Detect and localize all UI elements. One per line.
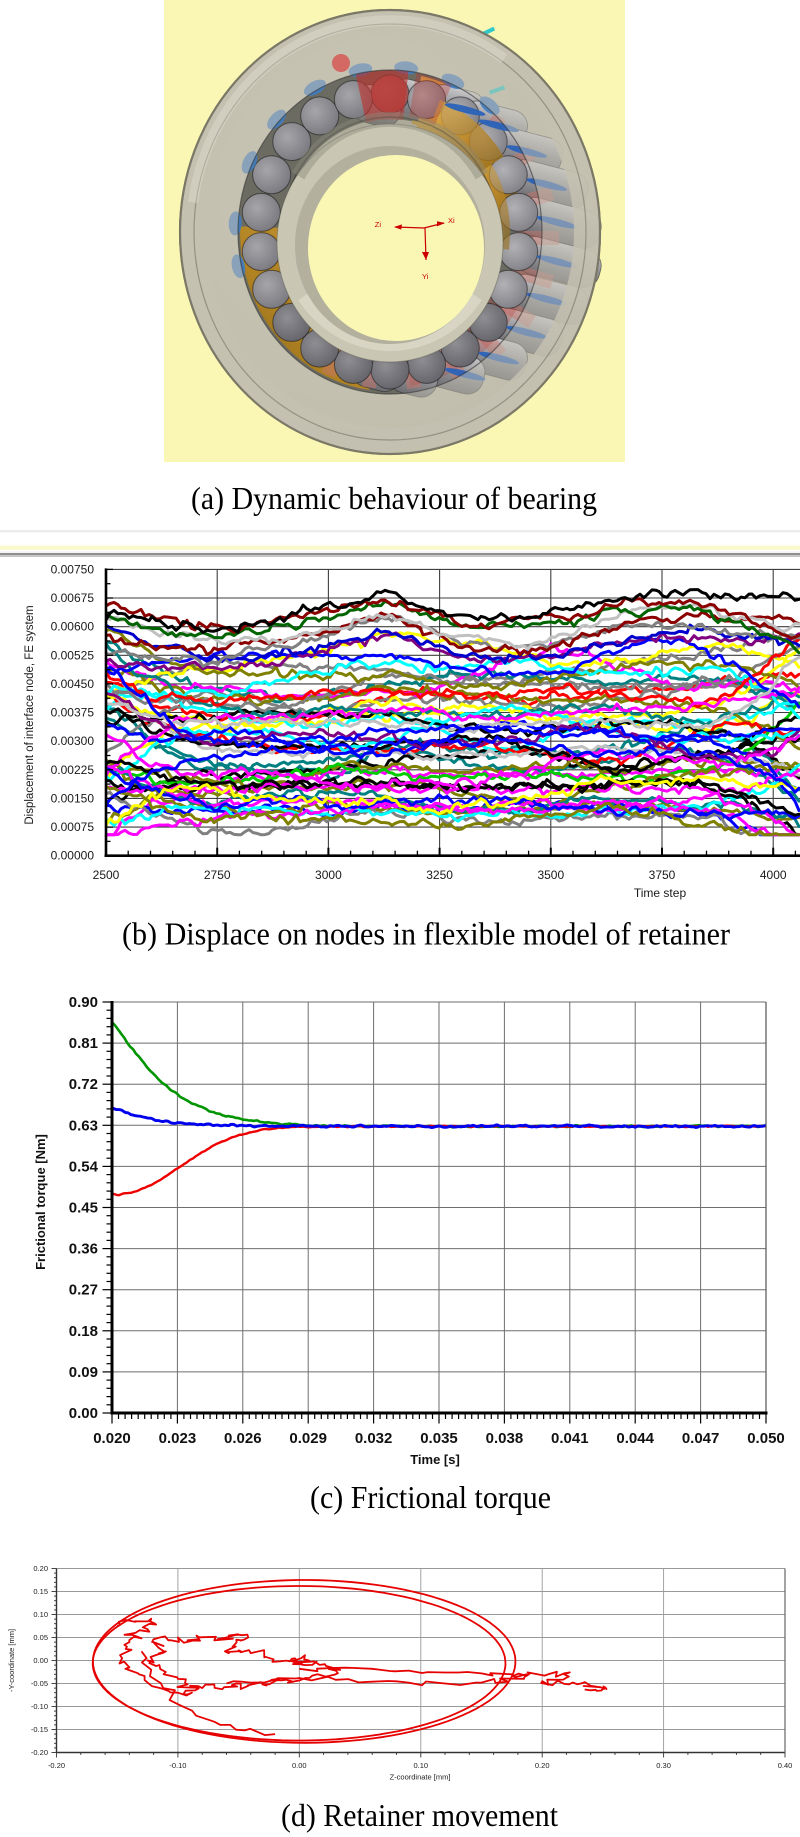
svg-text:0.81: 0.81: [69, 1035, 98, 1052]
svg-text:(a) Dynamic behaviour of beari: (a) Dynamic behaviour of bearing: [191, 480, 597, 516]
svg-text:(d) Retainer movement: (d) Retainer movement: [281, 1797, 558, 1833]
svg-text:-0.15: -0.15: [31, 1725, 48, 1734]
svg-text:Time step: Time step: [634, 886, 687, 900]
svg-text:0.15: 0.15: [33, 1587, 48, 1596]
svg-text:0.63: 0.63: [69, 1117, 98, 1134]
svg-text:0.00300: 0.00300: [51, 734, 95, 748]
svg-text:Z-coordinate [mm]: Z-coordinate [mm]: [390, 1773, 451, 1782]
svg-text:-0.10: -0.10: [169, 1761, 186, 1770]
svg-text:0.00: 0.00: [69, 1405, 98, 1422]
svg-text:0.54: 0.54: [69, 1158, 99, 1175]
svg-text:(c) Frictional torque: (c) Frictional torque: [310, 1479, 551, 1515]
svg-text:0.18: 0.18: [69, 1323, 98, 1340]
svg-text:0.047: 0.047: [682, 1430, 720, 1447]
svg-text:Zi: Zi: [375, 220, 382, 229]
svg-text:0.00075: 0.00075: [51, 820, 95, 834]
svg-text:0.00150: 0.00150: [51, 791, 95, 805]
svg-text:0.45: 0.45: [69, 1200, 98, 1217]
svg-text:0.035: 0.035: [420, 1430, 458, 1447]
svg-text:Frictional torque [Nm]: Frictional torque [Nm]: [33, 1134, 48, 1270]
svg-text:0.00450: 0.00450: [51, 677, 95, 691]
svg-text:-0.20: -0.20: [31, 1748, 48, 1757]
svg-text:0.00600: 0.00600: [51, 620, 95, 634]
svg-text:0.40: 0.40: [778, 1761, 793, 1770]
svg-text:-0.05: -0.05: [31, 1679, 48, 1688]
svg-text:0.09: 0.09: [69, 1364, 98, 1381]
svg-text:0.72: 0.72: [69, 1076, 98, 1093]
svg-text:0.27: 0.27: [69, 1282, 98, 1299]
svg-text:3750: 3750: [649, 868, 676, 882]
svg-text:0.00000: 0.00000: [51, 849, 95, 863]
svg-text:0.044: 0.044: [616, 1430, 654, 1447]
svg-text:-0.10: -0.10: [31, 1702, 48, 1711]
svg-text:(b) Displace on nodes in flexi: (b) Displace on nodes in flexible model …: [122, 916, 730, 952]
svg-text:0.05: 0.05: [33, 1633, 48, 1642]
svg-text:2500: 2500: [93, 868, 120, 882]
svg-text:3500: 3500: [537, 868, 564, 882]
svg-text:0.026: 0.026: [224, 1430, 262, 1447]
svg-text:0.041: 0.041: [551, 1430, 589, 1447]
svg-text:Time [s]: Time [s]: [410, 1452, 460, 1467]
svg-text:-0.20: -0.20: [48, 1761, 65, 1770]
svg-text:0.10: 0.10: [33, 1610, 48, 1619]
svg-text:0.10: 0.10: [413, 1761, 428, 1770]
svg-text:0.020: 0.020: [93, 1430, 131, 1447]
svg-text:0.30: 0.30: [656, 1761, 671, 1770]
svg-text:0.20: 0.20: [535, 1761, 550, 1770]
svg-text:Displacement of interface node: Displacement of interface node, FE syste…: [24, 605, 36, 824]
svg-text:3000: 3000: [315, 868, 342, 882]
svg-text:3250: 3250: [426, 868, 453, 882]
svg-text:0.00: 0.00: [292, 1761, 307, 1770]
svg-text:0.36: 0.36: [69, 1241, 98, 1258]
svg-text:0.00375: 0.00375: [51, 706, 95, 720]
svg-text:Yi: Yi: [422, 272, 429, 281]
svg-text:0.20: 0.20: [33, 1564, 48, 1573]
svg-text:0.038: 0.038: [486, 1430, 524, 1447]
svg-text:-Y-coordinate [mm]: -Y-coordinate [mm]: [7, 1629, 16, 1692]
svg-text:0.00: 0.00: [33, 1656, 48, 1665]
svg-text:4000: 4000: [760, 868, 787, 882]
svg-text:0.029: 0.029: [289, 1430, 327, 1447]
svg-text:0.032: 0.032: [355, 1430, 393, 1447]
svg-text:0.00675: 0.00675: [51, 591, 95, 605]
svg-text:0.023: 0.023: [159, 1430, 197, 1447]
svg-text:0.00525: 0.00525: [51, 648, 95, 662]
svg-text:Xi: Xi: [448, 216, 455, 225]
svg-text:0.050: 0.050: [747, 1430, 785, 1447]
svg-text:0.00750: 0.00750: [51, 562, 95, 576]
svg-text:0.00225: 0.00225: [51, 763, 95, 777]
svg-text:2750: 2750: [204, 868, 231, 882]
svg-text:0.90: 0.90: [69, 994, 98, 1011]
